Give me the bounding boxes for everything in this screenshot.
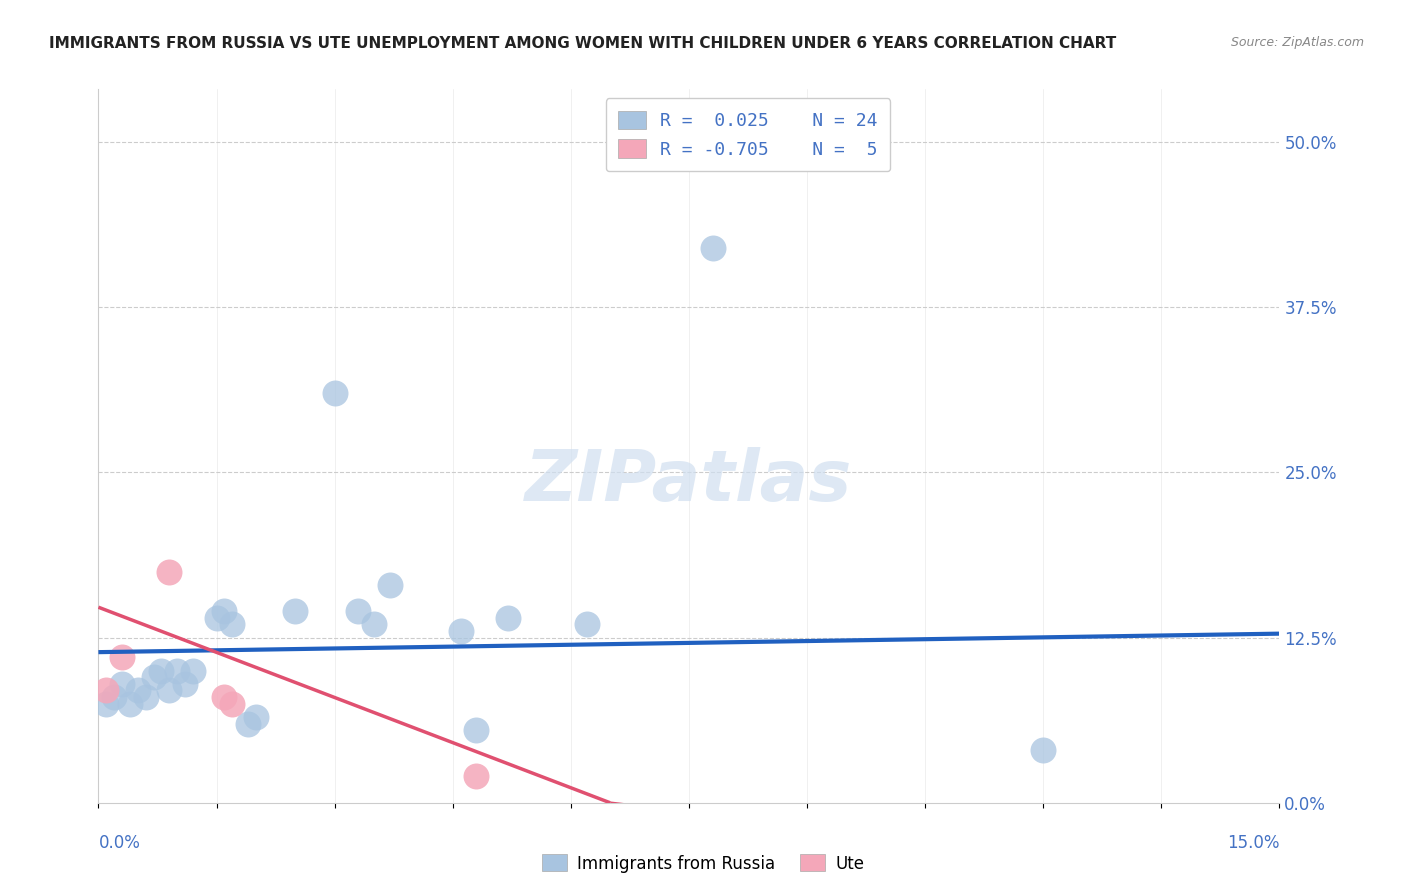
Point [284,604,307,618]
Point [496,611,519,625]
Point [135,690,157,704]
Point [166,664,188,678]
Point [174,677,197,691]
Text: 15.0%: 15.0% [1227,834,1279,852]
Point [465,769,488,783]
Point [118,697,141,711]
Point [450,624,472,638]
Point [363,617,385,632]
Point [1032,743,1054,757]
Text: Source: ZipAtlas.com: Source: ZipAtlas.com [1230,36,1364,49]
Point [157,683,180,698]
Point [181,664,204,678]
Text: IMMIGRANTS FROM RUSSIA VS UTE UNEMPLOYMENT AMONG WOMEN WITH CHILDREN UNDER 6 YEA: IMMIGRANTS FROM RUSSIA VS UTE UNEMPLOYME… [49,36,1116,51]
Point [214,690,236,704]
Legend: Immigrants from Russia, Ute: Immigrants from Russia, Ute [536,847,870,880]
Point [96,683,118,698]
Point [378,578,401,592]
Legend: R =  0.025    N = 24, R = -0.705    N =  5: R = 0.025 N = 24, R = -0.705 N = 5 [606,98,890,171]
Point [142,670,165,684]
Point [103,690,125,704]
Point [111,677,134,691]
Point [347,604,370,618]
Point [236,716,259,731]
Point [205,611,228,625]
Point [575,617,598,632]
Point [221,697,243,711]
Point [111,650,134,665]
Point [323,386,346,401]
Text: 0.0%: 0.0% [98,834,141,852]
Point [150,664,173,678]
Point [245,710,267,724]
Point [127,683,149,698]
Point [221,617,243,632]
Text: ZIPatlas: ZIPatlas [526,447,852,516]
Point [465,723,488,738]
Point [702,241,724,255]
Point [157,565,180,579]
Point [96,697,118,711]
Point [214,604,236,618]
